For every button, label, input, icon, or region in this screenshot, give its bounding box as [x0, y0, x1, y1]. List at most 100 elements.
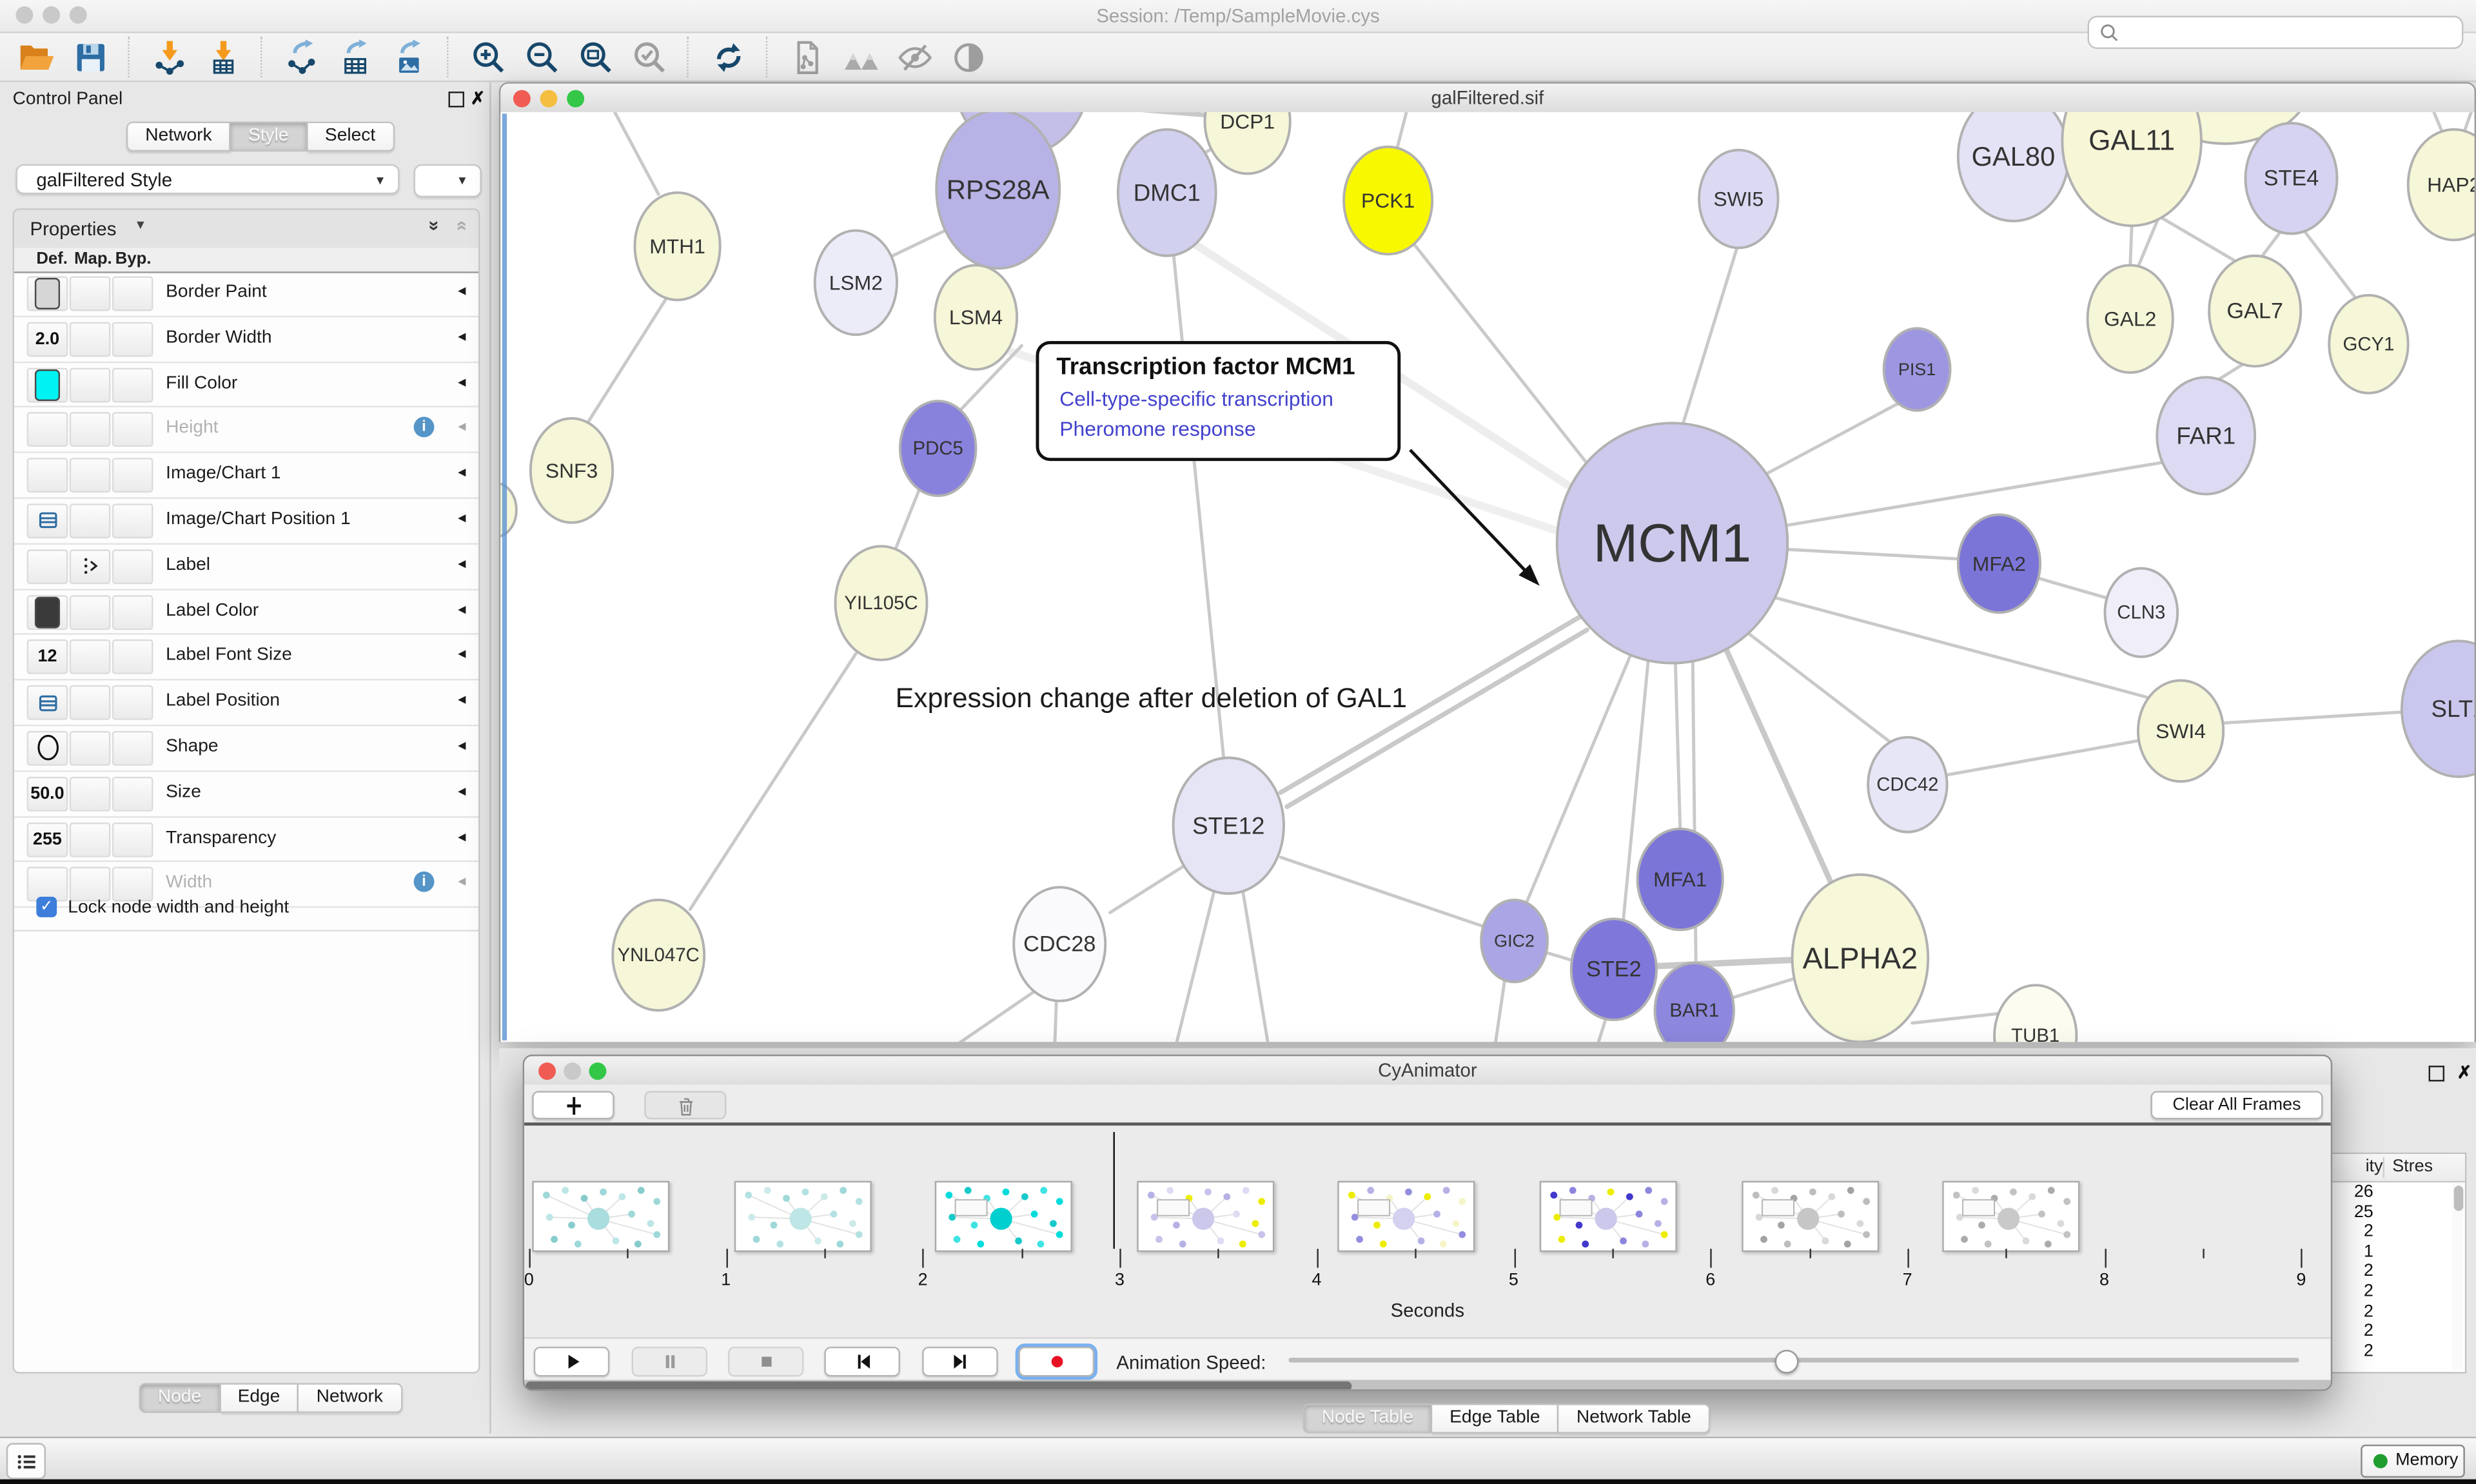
network-node-ste2[interactable]: STE2 [1569, 917, 1658, 1022]
network-edge[interactable] [1525, 652, 1633, 903]
expand-arrow-icon[interactable]: ◂ [458, 555, 466, 573]
property-def-cell[interactable] [26, 503, 68, 539]
column-header-ity[interactable]: ity [2365, 1157, 2383, 1176]
frame-thumbnail-2[interactable] [733, 1180, 871, 1253]
expand-arrow-icon[interactable]: ◂ [458, 737, 466, 755]
zoom-in-icon[interactable] [466, 35, 510, 79]
network-node-tub1[interactable]: TUB1 [1993, 984, 2078, 1042]
property-map-cell[interactable] [69, 413, 111, 448]
property-row-label-position[interactable]: Label Position ◂ [14, 681, 479, 727]
property-def-cell[interactable] [26, 413, 68, 448]
network-node-cln3[interactable]: CLN3 [2103, 567, 2179, 658]
network-node-gal11[interactable]: GAL11 [2061, 112, 2203, 228]
expand-arrow-icon[interactable]: ◂ [458, 418, 466, 436]
network-edge[interactable] [1673, 661, 1682, 831]
network-edge[interactable] [2461, 112, 2474, 136]
pause-button[interactable] [631, 1346, 708, 1377]
network-edge[interactable] [2421, 112, 2446, 139]
network-node-gal2[interactable]: GAL2 [2086, 264, 2174, 374]
expand-arrow-icon[interactable]: ◂ [458, 464, 466, 482]
tab-node[interactable]: Node [139, 1383, 221, 1413]
network-edge[interactable] [2215, 363, 2245, 382]
tab-network[interactable]: Network [299, 1383, 402, 1413]
network-edge[interactable] [1279, 855, 1486, 929]
export-image-icon[interactable] [387, 35, 431, 79]
network-node-swi4[interactable]: SWI4 [2136, 679, 2225, 783]
property-def-cell[interactable] [26, 685, 68, 721]
network-edge[interactable] [688, 652, 858, 912]
property-byp-cell[interactable] [112, 549, 153, 584]
export-table-icon[interactable] [333, 35, 378, 79]
cyanimator-titlebar[interactable]: CyAnimator [524, 1056, 2331, 1086]
zoom-fit-icon[interactable] [573, 35, 618, 79]
property-row-image-chart-position-1[interactable]: Image/Chart Position 1 ◂ [14, 499, 479, 545]
style-selector[interactable]: galFiltered Style ▾ [15, 164, 400, 195]
stop-button[interactable] [727, 1346, 804, 1377]
property-row-label-font-size[interactable]: 12 Label Font Size ◂ [14, 635, 479, 681]
network-edge[interactable] [1911, 1011, 2001, 1025]
network-edge[interactable] [1053, 997, 1058, 1042]
property-row-height[interactable]: Height i ◂ [14, 408, 479, 454]
network-edge[interactable] [1597, 1017, 1608, 1042]
table-cell-value[interactable]: 2 [2363, 1282, 2373, 1301]
animation-timeline[interactable]: 0 1 2 3 4 5 6 7 8 9 Seconds [524, 1126, 2331, 1338]
annotation-box[interactable]: Transcription factor MCM1 Cell-type-spec… [1036, 340, 1401, 462]
tab-network[interactable]: Network [126, 121, 231, 152]
tab-edge-table[interactable]: Edge Table [1432, 1403, 1559, 1434]
property-def-cell[interactable]: 12 [26, 639, 68, 675]
property-byp-cell[interactable] [112, 776, 153, 812]
property-def-cell[interactable] [26, 549, 68, 584]
minimize-window-icon[interactable] [540, 89, 558, 107]
frame-thumbnail-5[interactable] [1338, 1180, 1476, 1253]
property-map-cell[interactable] [69, 685, 111, 721]
property-byp-cell[interactable] [112, 594, 153, 630]
table-cell-value[interactable]: 2 [2363, 1222, 2373, 1242]
property-map-cell[interactable] [69, 322, 111, 356]
play-button[interactable] [533, 1346, 610, 1377]
property-def-cell[interactable] [26, 594, 68, 630]
network-node-slt2[interactable]: SLT2 [2400, 639, 2475, 778]
import-table-icon[interactable] [201, 35, 245, 79]
expand-arrow-icon[interactable]: ◂ [458, 646, 466, 664]
search-box[interactable] [2087, 15, 2464, 49]
network-node-mfa1[interactable]: MFA1 [1636, 827, 1724, 932]
property-def-cell[interactable] [26, 458, 68, 493]
network-edge[interactable] [1746, 631, 1892, 744]
network-edge[interactable] [1072, 112, 1211, 118]
property-map-cell[interactable] [69, 594, 111, 630]
maximize-window-icon[interactable] [589, 1061, 607, 1079]
network-edge[interactable] [2160, 216, 2236, 262]
network-edge[interactable] [1395, 112, 1422, 149]
network-edge[interactable] [1494, 977, 1507, 1042]
property-byp-cell[interactable] [112, 367, 153, 402]
network-node-cdc42[interactable]: CDC42 [1867, 736, 1949, 834]
clear-all-frames-button[interactable]: Clear All Frames [2150, 1091, 2323, 1120]
table-column-headers[interactable]: ity Stres [2316, 1154, 2465, 1183]
network-node-dmc1[interactable]: DMC1 [1116, 128, 1217, 257]
property-row-fill-color[interactable]: Fill Color ◂ [14, 362, 479, 408]
property-map-cell[interactable] [69, 639, 111, 675]
property-row-size[interactable]: 50.0 Size ◂ [14, 772, 479, 817]
close-window-icon[interactable] [538, 1061, 556, 1079]
property-def-cell[interactable]: 50.0 [26, 776, 68, 812]
zoom-out-icon[interactable] [520, 35, 564, 79]
network-edge[interactable] [1405, 233, 1592, 469]
style-options-button[interactable]: ▾ [413, 164, 482, 198]
collapse-all-icon[interactable]: » [449, 220, 472, 231]
tab-network-table[interactable]: Network Table [1558, 1403, 1711, 1434]
lock-size-checkbox[interactable]: ✓ [36, 897, 57, 917]
memory-button[interactable]: Memory [2361, 1444, 2465, 1478]
skip-start-button[interactable] [824, 1346, 900, 1377]
network-edge[interactable] [1651, 957, 1797, 970]
network-edge[interactable] [1723, 646, 1833, 884]
network-edge[interactable] [1680, 246, 1739, 430]
table-scrollbar[interactable] [2452, 1182, 2464, 1371]
property-row-border-paint[interactable]: Border Paint ◂ [14, 271, 479, 317]
network-node-cdc28[interactable]: CDC28 [1012, 886, 1107, 1002]
network-edge[interactable] [1782, 461, 2164, 527]
property-map-cell[interactable] [69, 730, 111, 766]
network-edge[interactable] [1762, 399, 1905, 477]
property-row-shape[interactable]: Shape ◂ [14, 726, 479, 772]
annotation-link[interactable]: Cell-type-specific transcription [1059, 387, 1333, 411]
network-node-pdc5[interactable]: PDC5 [898, 400, 978, 497]
